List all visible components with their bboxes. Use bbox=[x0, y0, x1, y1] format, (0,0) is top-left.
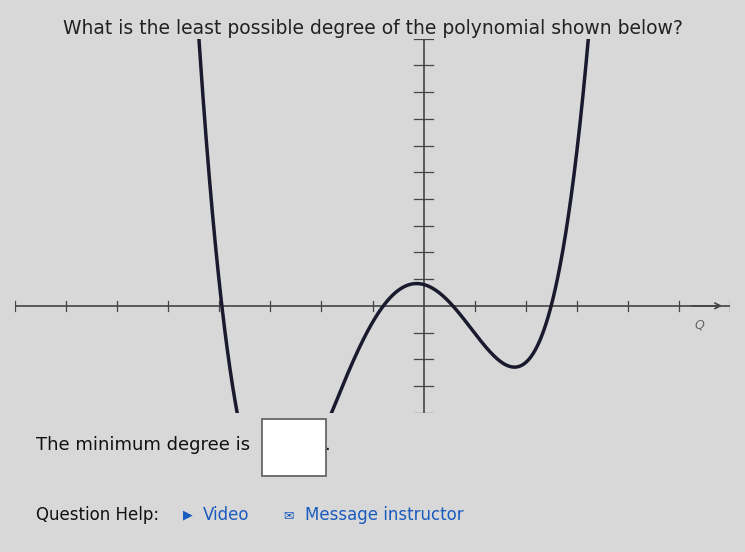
Text: Message instructor: Message instructor bbox=[305, 506, 463, 524]
Text: Q: Q bbox=[694, 318, 704, 331]
Text: What is the least possible degree of the polynomial shown below?: What is the least possible degree of the… bbox=[63, 19, 682, 38]
Text: The minimum degree is: The minimum degree is bbox=[37, 436, 250, 454]
Text: ✉: ✉ bbox=[283, 509, 294, 522]
Text: .: . bbox=[325, 436, 330, 454]
FancyBboxPatch shape bbox=[261, 419, 326, 476]
Text: Question Help:: Question Help: bbox=[37, 506, 159, 524]
Text: ▶: ▶ bbox=[183, 509, 193, 522]
Text: Video: Video bbox=[203, 506, 250, 524]
